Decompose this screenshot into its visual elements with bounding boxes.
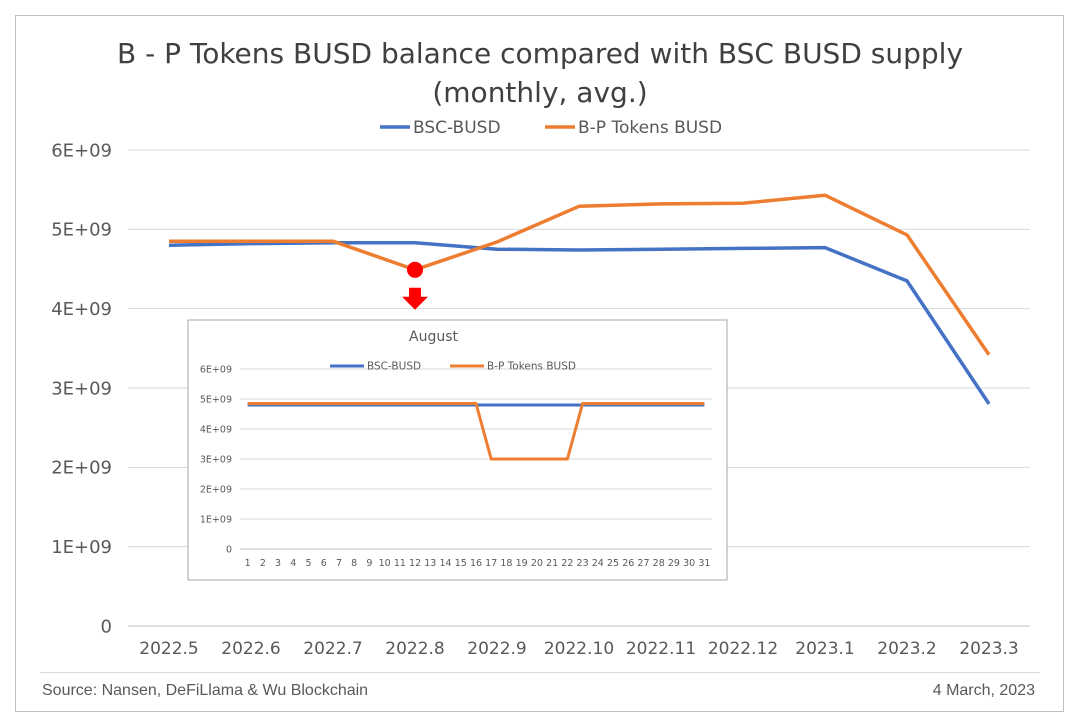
inset-x-tick-label: 24 bbox=[592, 558, 604, 569]
inset-panel bbox=[187, 319, 728, 581]
inset-x-tick-label: 19 bbox=[516, 558, 528, 569]
main-y-tick-label: 1E+09 bbox=[51, 537, 112, 558]
inset-x-tick-label: 18 bbox=[500, 558, 512, 569]
footer-date: 4 March, 2023 bbox=[932, 682, 1035, 699]
inset-x-tick-label: 11 bbox=[394, 558, 406, 569]
inset-x-tick-label: 30 bbox=[683, 558, 695, 569]
chart-title-line2: (monthly, avg.) bbox=[432, 76, 648, 109]
main-y-tick-label: 4E+09 bbox=[51, 299, 112, 320]
inset-x-tick-label: 4 bbox=[290, 558, 296, 569]
main-x-tick-label: 2022.6 bbox=[221, 639, 280, 659]
inset-y-tick-label: 1E+09 bbox=[200, 514, 232, 525]
main-x-tick-label: 2022.7 bbox=[303, 639, 362, 659]
highlight-marker bbox=[407, 261, 423, 278]
inset-x-tick-label: 27 bbox=[637, 558, 649, 569]
inset-x-tick-label: 25 bbox=[607, 558, 619, 569]
main-series-line-0 bbox=[168, 241, 991, 405]
inset-x-tick-label: 3 bbox=[275, 558, 281, 569]
inset-y-tick-label: 2E+09 bbox=[200, 484, 232, 495]
main-y-tick-label: 3E+09 bbox=[51, 378, 112, 399]
inset-x-tick-label: 2 bbox=[260, 558, 266, 569]
inset-x-tick-label: 13 bbox=[424, 558, 436, 569]
down-arrow-icon bbox=[402, 287, 428, 310]
main-x-tick-label: 2022.8 bbox=[385, 639, 444, 659]
main-y-tick-label: 2E+09 bbox=[51, 458, 112, 479]
inset-x-tick-label: 15 bbox=[455, 558, 467, 569]
inset-x-tick-label: 7 bbox=[336, 558, 342, 569]
main-x-tick-label: 2022.10 bbox=[544, 639, 614, 659]
inset-x-tick-label: 12 bbox=[409, 558, 421, 569]
main-y-tick-label: 6E+09 bbox=[51, 140, 112, 161]
inset-x-tick-label: 8 bbox=[351, 558, 357, 569]
inset-x-tick-label: 10 bbox=[379, 558, 391, 569]
main-x-tick-label: 2022.5 bbox=[139, 639, 198, 659]
inset-x-tick-label: 6 bbox=[321, 558, 327, 569]
inset-x-tick-label: 22 bbox=[561, 558, 573, 569]
footer-source: Source: Nansen, DeFiLlama & Wu Blockchai… bbox=[42, 682, 369, 699]
inset-x-tick-label: 5 bbox=[305, 558, 311, 569]
inset-legend-label: BSC-BUSD bbox=[367, 361, 421, 373]
inset-x-tick-label: 9 bbox=[366, 558, 372, 569]
inset-x-tick-label: 14 bbox=[440, 558, 452, 569]
main-x-tick-label: 2022.12 bbox=[708, 639, 778, 659]
inset-x-tick-label: 28 bbox=[653, 558, 665, 569]
chart-title-line1: B - P Tokens BUSD balance compared with … bbox=[116, 37, 964, 70]
inset-title: August bbox=[409, 329, 459, 345]
inset-x-tick-label: 16 bbox=[470, 558, 482, 569]
main-x-tick-label: 2022.11 bbox=[626, 639, 696, 659]
inset-x-tick-label: 20 bbox=[531, 558, 543, 569]
main-x-tick-label: 2023.1 bbox=[795, 639, 854, 659]
inset-x-tick-label: 26 bbox=[622, 558, 634, 569]
inset-series-line-1 bbox=[247, 402, 705, 461]
main-legend-label: B-P Tokens BUSD bbox=[578, 118, 722, 138]
inset-x-tick-label: 31 bbox=[698, 558, 710, 569]
main-x-tick-label: 2022.9 bbox=[467, 639, 526, 659]
main-x-tick-label: 2023.3 bbox=[959, 639, 1018, 659]
main-y-tick-label: 0 bbox=[101, 616, 112, 637]
inset-x-tick-label: 23 bbox=[577, 558, 589, 569]
inset-y-tick-label: 4E+09 bbox=[200, 424, 232, 435]
main-y-tick-label: 5E+09 bbox=[51, 220, 112, 241]
inset-x-tick-label: 21 bbox=[546, 558, 558, 569]
inset-y-tick-label: 3E+09 bbox=[200, 454, 232, 465]
inset-y-tick-label: 0 bbox=[226, 544, 232, 555]
inset-x-tick-label: 29 bbox=[668, 558, 680, 569]
inset-x-tick-label: 1 bbox=[245, 558, 251, 569]
main-legend-label: BSC-BUSD bbox=[413, 118, 501, 138]
inset-x-tick-label: 17 bbox=[485, 558, 497, 569]
inset-y-tick-label: 6E+09 bbox=[200, 364, 232, 375]
footer-divider bbox=[40, 672, 1040, 673]
main-x-tick-label: 2023.2 bbox=[877, 639, 936, 659]
inset-y-tick-label: 5E+09 bbox=[200, 394, 232, 405]
inset-legend-label: B-P Tokens BUSD bbox=[487, 361, 576, 373]
main-series-line-1 bbox=[169, 193, 991, 356]
